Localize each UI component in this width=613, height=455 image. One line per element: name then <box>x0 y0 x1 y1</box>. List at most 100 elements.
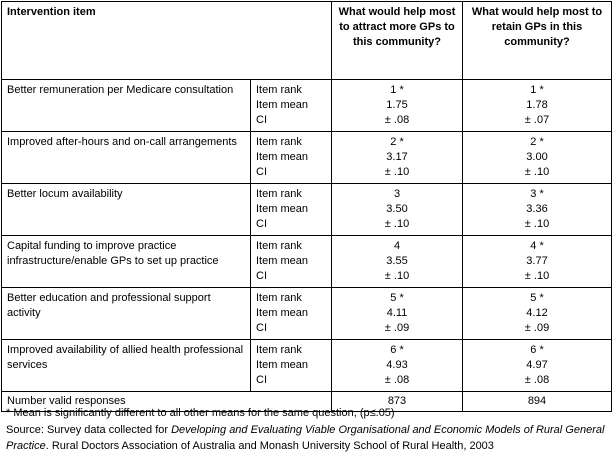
stat-labels-cell-line: CI <box>256 270 267 282</box>
footnote: * Mean is significantly different to all… <box>6 407 395 419</box>
intervention-item-cell: Improved after-hours and on-call arrange… <box>1 131 251 184</box>
table-notes: * Mean is significantly different to all… <box>6 405 613 455</box>
attract-values-cell: 5 * 4.11 ± .09 <box>331 287 463 340</box>
stat-labels-cell: Item rank Item mean CI <box>250 131 332 184</box>
table-row: Better locum availability Item rank Item m… <box>1 183 612 236</box>
retain-values-cell-line: 2 * <box>530 136 544 148</box>
intervention-item-cell: Better locum availability <box>1 183 251 236</box>
retain-values-cell: 2 * 3.00 ± .10 <box>462 131 612 184</box>
table-row: Capital funding to improve practice infr… <box>1 235 612 288</box>
attract-values-cell: 1 * 1.75 ± .08 <box>331 79 463 132</box>
retain-values-cell-line: 3.00 <box>526 151 548 163</box>
stat-labels-cell-line: Item rank <box>256 136 302 148</box>
stat-labels-cell-line: Item mean <box>256 359 308 371</box>
attract-values-cell-line: ± .10 <box>384 218 410 230</box>
stat-labels-cell-line: CI <box>256 322 267 334</box>
retain-values-cell-line: 1 * <box>530 84 544 96</box>
table-row: Better education and professional suppor… <box>1 287 612 340</box>
source-prefix: Source: Survey data collected for <box>6 423 172 436</box>
retain-values-cell-line: ± .10 <box>524 218 550 230</box>
retain-values-cell-line: 4 * <box>530 240 544 252</box>
stat-labels-cell-line: Item mean <box>256 307 308 319</box>
attract-values-cell-line: ± .08 <box>384 114 410 126</box>
intervention-item-cell-line: Capital funding to improve practice infr… <box>7 240 219 267</box>
intervention-item-cell-line: Better remuneration per Medicare consult… <box>7 84 234 96</box>
stat-labels-cell-line: Item mean <box>256 203 308 215</box>
retain-values-cell: 3 * 3.36 ± .10 <box>462 183 612 236</box>
attract-values-cell-line: 4.11 <box>386 307 408 319</box>
header-retain: What would help most to retain GPs in th… <box>462 1 612 80</box>
attract-values-cell-line: 4 <box>393 240 401 252</box>
header-intervention-item: Intervention item <box>1 1 332 80</box>
total-row: Number valid responses 873 894 <box>1 391 612 412</box>
intervention-table: Intervention item What would help most t… <box>1 1 612 412</box>
intervention-item-cell-line: Improved after-hours and on-call arrange… <box>7 136 237 148</box>
retain-values-cell-line: 3.36 <box>526 203 548 215</box>
retain-values-cell: 1 * 1.78 ± .07 <box>462 79 612 132</box>
header-attract: What would help most to attract more GPs… <box>331 1 463 80</box>
stat-labels-cell-line: Item rank <box>256 344 302 356</box>
stat-labels-cell: Item rank Item mean CI <box>250 183 332 236</box>
attract-values-cell-line: 6 * <box>390 344 404 356</box>
stat-labels-cell-line: Item rank <box>256 292 302 304</box>
stat-labels-cell-line: Item mean <box>256 151 308 163</box>
retain-values-cell-line: 5 * <box>530 292 544 304</box>
retain-values-cell-line: 4.97 <box>526 359 548 371</box>
stat-labels-cell-line: Item rank <box>256 240 302 252</box>
stat-labels-cell: Item rank Item mean CI <box>250 287 332 340</box>
attract-values-cell-line: 5 * <box>390 292 404 304</box>
retain-values-cell-line: ± .09 <box>524 322 550 334</box>
stat-labels-cell: Item rank Item mean CI <box>250 339 332 392</box>
attract-values-cell-line: 3.17 <box>386 151 408 163</box>
retain-values-cell-line: ± .10 <box>524 166 550 178</box>
stat-labels-cell-line: CI <box>256 114 267 126</box>
retain-values-cell-line: ± .08 <box>524 374 550 386</box>
attract-values-cell-line: 3.50 <box>386 203 408 215</box>
attract-values-cell-line: ± .10 <box>384 270 410 282</box>
stat-labels-cell-line: Item mean <box>256 99 308 111</box>
stat-labels-cell-line: CI <box>256 166 267 178</box>
intervention-item-cell-line: Improved availability of allied health p… <box>7 344 244 371</box>
source-title: Developing and Evaluating Viable Organis… <box>6 423 605 453</box>
attract-values-cell-line: ± .09 <box>384 322 410 334</box>
stat-labels-cell-line: CI <box>256 374 267 386</box>
stat-labels-cell-line: Item mean <box>256 255 308 267</box>
stat-labels-cell-line: Item rank <box>256 84 302 96</box>
retain-values-cell-line: 3 * <box>530 188 544 200</box>
table-row: Improved availability of allied health p… <box>1 339 612 392</box>
retain-values-cell-line: 3.77 <box>526 255 548 267</box>
intervention-item-cell: Capital funding to improve practice infr… <box>1 235 251 288</box>
retain-values-cell-line: ± .07 <box>524 114 550 126</box>
table-row: Better remuneration per Medicare consult… <box>1 79 612 132</box>
retain-values-cell-line: 1.78 <box>526 99 548 111</box>
attract-values-cell: 4 3.55 ± .10 <box>331 235 463 288</box>
source-note: Source: Survey data collected for Develo… <box>6 422 613 455</box>
stat-labels-cell-line: CI <box>256 218 267 230</box>
intervention-item-cell-line: Better locum availability <box>7 188 123 200</box>
retain-values-cell-line: 4.12 <box>526 307 548 319</box>
attract-values-cell-line: 1 * <box>390 84 404 96</box>
attract-values-cell-line: 2 * <box>390 136 404 148</box>
attract-values-cell: 2 * 3.17 ± .10 <box>331 131 463 184</box>
retain-values-cell-line: 6 * <box>530 344 544 356</box>
attract-values-cell-line: 1.75 <box>386 99 408 111</box>
header-row: Intervention item What would help most t… <box>1 1 612 80</box>
intervention-item-cell-line: Better education and professional suppor… <box>7 292 211 319</box>
total-label: Number valid responses <box>1 391 332 412</box>
attract-values-cell-line: 3 <box>393 188 401 200</box>
attract-values-cell-line: 4.93 <box>386 359 408 371</box>
attract-values-cell-line: ± .10 <box>384 166 410 178</box>
attract-values-cell: 3 3.50 ± .10 <box>331 183 463 236</box>
intervention-item-cell: Better remuneration per Medicare consult… <box>1 79 251 132</box>
attract-values-cell: 6 * 4.93 ± .08 <box>331 339 463 392</box>
total-retain: 894 <box>462 391 612 412</box>
retain-values-cell: 5 * 4.12 ± .09 <box>462 287 612 340</box>
source-suffix: . Rural Doctors Association of Australia… <box>45 440 494 452</box>
stat-labels-cell-line: Item rank <box>256 188 302 200</box>
intervention-item-cell: Better education and professional suppor… <box>1 287 251 340</box>
intervention-item-cell: Improved availability of allied health p… <box>1 339 251 392</box>
table-row: Improved after-hours and on-call arrange… <box>1 131 612 184</box>
stat-labels-cell: Item rank Item mean CI <box>250 235 332 288</box>
retain-values-cell-line: ± .10 <box>524 270 550 282</box>
retain-values-cell: 4 * 3.77 ± .10 <box>462 235 612 288</box>
